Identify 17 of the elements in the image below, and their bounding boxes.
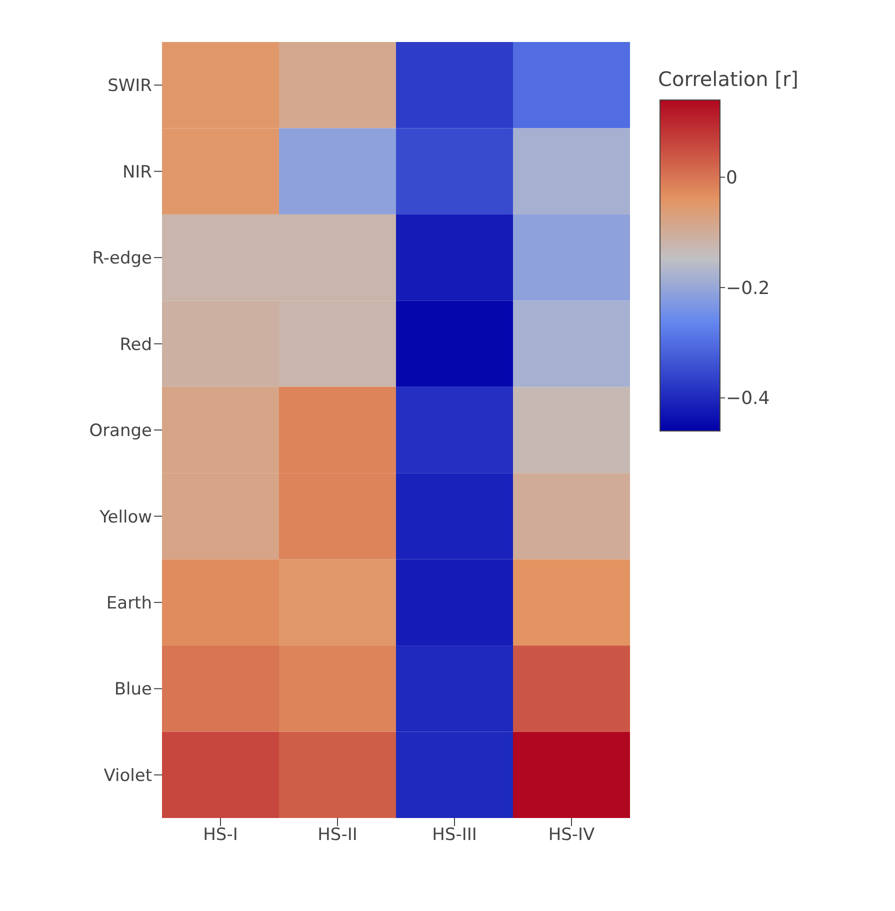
x-tick-label: HS-III: [432, 825, 477, 846]
y-tick-label: Earth: [106, 593, 152, 614]
y-tick-label: NIR: [122, 162, 152, 182]
x-tick-label: HS-I: [203, 825, 238, 846]
y-tick-label: Red: [120, 334, 152, 355]
x-tick-label: HS-II: [318, 825, 358, 846]
x-tick-label: HS-IV: [548, 825, 596, 846]
y-tick-label: Orange: [89, 421, 152, 442]
color-bar-label: −0.4: [726, 388, 770, 410]
color-bar-label: 0: [726, 168, 738, 189]
color-bar-title: Correlation [r]: [658, 67, 798, 91]
y-tick-label: R-edge: [92, 248, 152, 269]
color-bar-label: −0.2: [726, 278, 770, 299]
y-tick-label: Violet: [104, 766, 152, 786]
y-tick-label: Yellow: [98, 507, 152, 528]
y-tick-label: Blue: [114, 680, 152, 700]
y-tick-label: SWIR: [108, 76, 152, 96]
